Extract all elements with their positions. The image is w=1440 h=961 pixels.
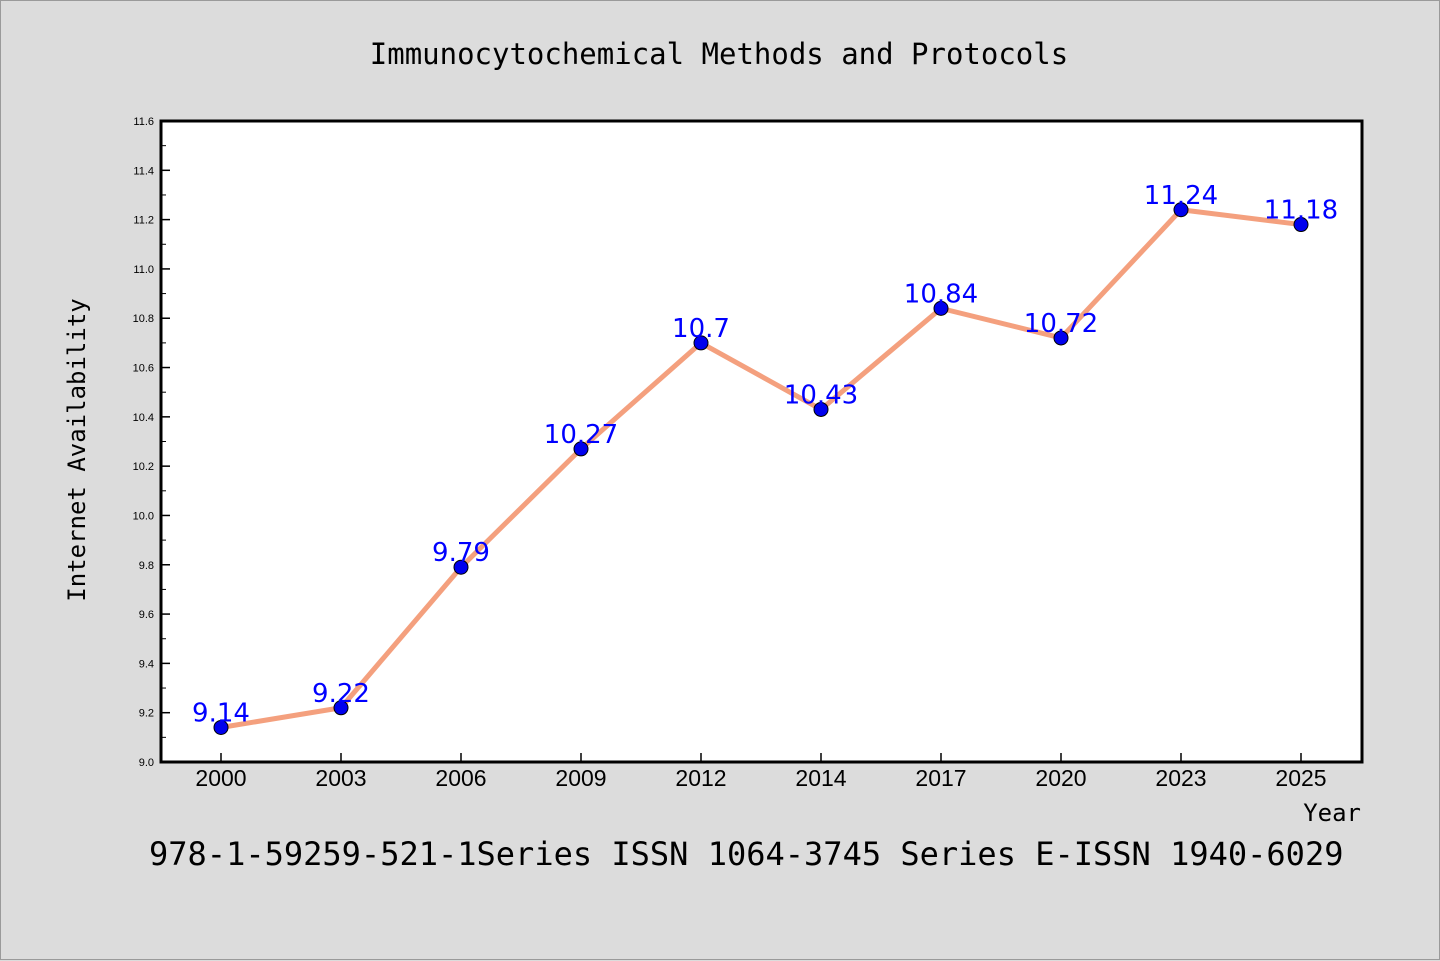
x-axis-label: Year (1303, 799, 1361, 827)
x-tick-label: 2000 (195, 765, 246, 791)
data-label: 10.7 (672, 314, 730, 344)
y-tick-label: 9.4 (139, 658, 154, 670)
x-tick-label: 2020 (1035, 765, 1086, 791)
y-tick-label: 10.4 (133, 412, 154, 424)
data-label: 10.72 (1024, 309, 1098, 339)
data-point-marker (813, 401, 829, 417)
y-tick-label: 11.4 (133, 165, 154, 177)
x-tick-label: 2012 (675, 765, 726, 791)
data-label: 9.22 (312, 679, 370, 709)
y-axis-label: Internet Availability (63, 298, 91, 601)
y-tick-label: 10.8 (133, 313, 154, 325)
data-point-marker (1173, 202, 1189, 218)
x-tick-label: 2014 (795, 765, 846, 791)
y-tick-label: 9.2 (139, 708, 154, 720)
data-label: 11.18 (1264, 196, 1338, 226)
y-tick-label: 11.2 (133, 215, 154, 227)
series-line (218, 207, 1304, 730)
x-tick-label: 2003 (315, 765, 366, 791)
data-label: 10.43 (784, 380, 858, 410)
data-point-marker (933, 300, 949, 316)
data-label: 10.27 (544, 420, 618, 450)
data-label: 10.84 (904, 279, 978, 309)
data-point-marker (693, 335, 709, 351)
data-point-marker (1293, 217, 1309, 233)
x-tick-label: 2009 (555, 765, 606, 791)
y-tick-label: 9.0 (139, 757, 154, 769)
x-tick-label: 2006 (435, 765, 486, 791)
y-tick-label: 10.0 (133, 510, 154, 522)
chart-title: Immunocytochemical Methods and Protocols (370, 37, 1068, 71)
y-tick-label: 10.2 (133, 461, 154, 473)
footer-isbn-text: 978-1-59259-521-1Series ISSN 1064-3745 S… (149, 835, 1343, 873)
data-label: 9.79 (432, 538, 490, 568)
data-point-marker (333, 700, 349, 716)
data-point-marker (573, 441, 589, 457)
y-tick-label: 9.8 (139, 560, 154, 572)
x-tick-label: 2017 (915, 765, 966, 791)
data-point-marker (213, 719, 229, 735)
x-axis: 2000 2003 2006 2009 2012 2014 2017 2020 2023 2025 (195, 753, 1327, 791)
data-label: 9.14 (192, 698, 250, 728)
y-tick-label: 11.6 (133, 116, 154, 128)
data-point-marker (453, 559, 469, 575)
y-tick-label: 11.0 (133, 264, 154, 276)
data-label: 11.24 (1144, 181, 1218, 211)
y-tick-label: 9.6 (139, 609, 154, 621)
y-tick-label: 10.6 (133, 363, 154, 375)
x-tick-label: 2025 (1275, 765, 1326, 791)
x-tick-label: 2023 (1155, 765, 1206, 791)
series-layer: 9.14 9.22 9.79 10.27 10.7 10.43 10.84 10.72 11.2… (192, 181, 1338, 735)
data-point-marker (1053, 330, 1069, 346)
y-axis: 9.0 9.2 9.4 9.6 9.8 10.0 10.2 10.4 10.6 10.8 11.0 1… (133, 116, 170, 769)
